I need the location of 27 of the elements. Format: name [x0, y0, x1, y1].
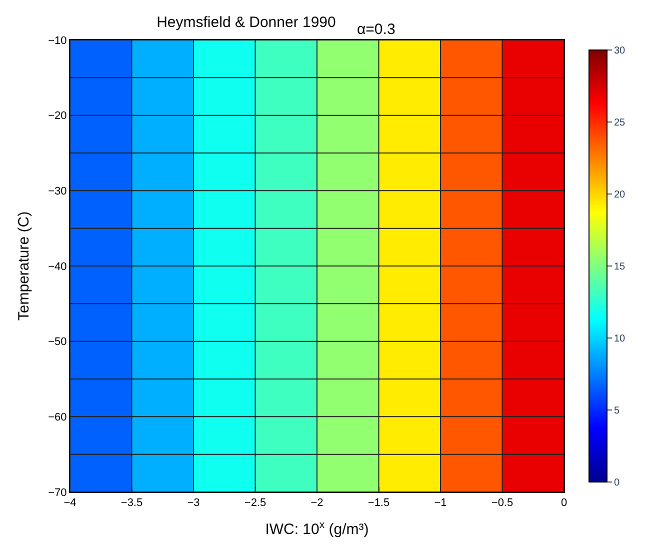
x-tick-label: 0	[560, 497, 568, 510]
y-tick-label: −20	[48, 110, 67, 122]
y-tick-label: −60	[48, 412, 67, 424]
color-bar-label: 10	[614, 334, 626, 344]
x-axis-title: IWC: 10$^{x}$ (g/m³)	[265, 518, 369, 538]
x-tick-label: −0.5	[491, 497, 514, 510]
y-tick-label: −10	[48, 34, 67, 47]
color-bar-label: 30	[614, 46, 626, 56]
x-tick-label: −4	[64, 497, 76, 510]
y-tick-label: −70	[48, 486, 67, 499]
chart-title: Heymsfield & Donner 1990	[156, 14, 336, 32]
color-bar-label: 20	[614, 190, 626, 200]
x-tick-label: −2.5	[244, 497, 266, 510]
x-tick-label: −2	[310, 497, 324, 510]
text: α=0.3	[357, 21, 396, 38]
color-bar-label: 0	[614, 478, 620, 488]
x-tick-label: −1.5	[368, 497, 390, 510]
x-tick-label: −3	[187, 497, 200, 510]
color-bar-label: 25	[614, 118, 626, 128]
x-tick-label: −1	[434, 497, 447, 510]
color-bar-label: 5	[614, 406, 620, 416]
color-bar-label: 15	[614, 262, 626, 272]
y-tick-label: −30	[48, 186, 67, 198]
y-axis-title: Temperature (C)	[15, 211, 32, 321]
x-tick-label: −3.5	[120, 497, 143, 510]
y-tick-label: −50	[48, 336, 67, 348]
y-tick-label: −40	[48, 260, 67, 273]
